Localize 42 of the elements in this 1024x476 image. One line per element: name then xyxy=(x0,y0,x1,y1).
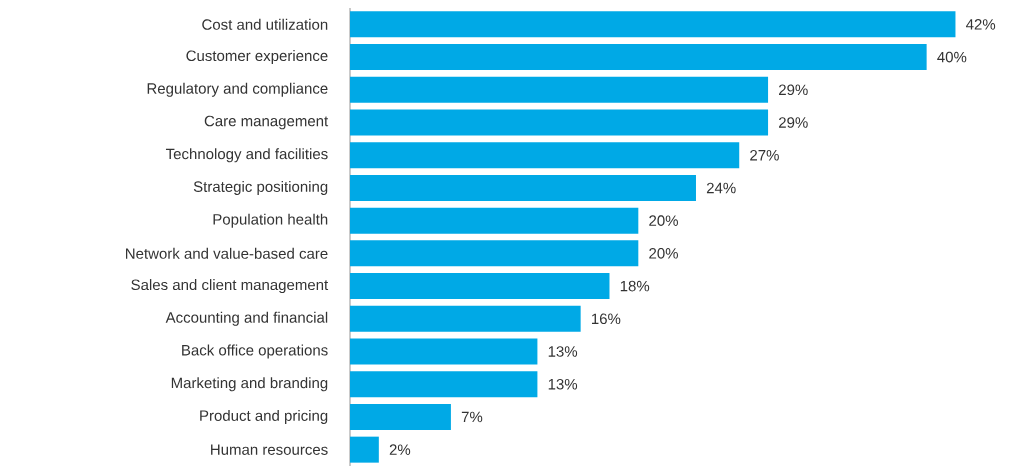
data-label: 20% xyxy=(649,215,678,226)
bar xyxy=(350,403,451,430)
y-tick-label: Customer experience xyxy=(186,50,328,65)
data-label: 42% xyxy=(966,19,996,30)
y-tick-label: Regulatory and compliance xyxy=(147,82,328,97)
bar xyxy=(350,142,740,169)
data-label: 18% xyxy=(620,280,650,292)
bar xyxy=(350,436,379,463)
data-label: 27% xyxy=(750,149,779,161)
y-tick-label: Marketing and branding xyxy=(171,377,328,392)
bar xyxy=(350,11,956,38)
bar xyxy=(350,44,927,71)
data-label: 2% xyxy=(389,444,411,455)
y-tick-label: Accounting and financial xyxy=(165,311,328,326)
bar xyxy=(350,305,581,332)
bar xyxy=(350,207,639,234)
y-tick-label: Back office operations xyxy=(182,344,328,359)
bar xyxy=(350,174,696,201)
bar xyxy=(350,371,538,398)
y-tick-label: Care management xyxy=(204,115,329,130)
y-tick-label: Cost and utilization xyxy=(202,18,328,30)
data-label: 13% xyxy=(548,378,578,390)
data-label: 29% xyxy=(779,84,808,96)
y-tick-label: Product and pricing xyxy=(200,409,328,424)
data-label: 16% xyxy=(591,313,621,325)
y-tick-label: Technology and facilities xyxy=(165,148,328,163)
data-label: 13% xyxy=(548,346,578,357)
y-tick-label: Human resources xyxy=(211,444,328,455)
y-tick-label: Network and value-based care xyxy=(126,247,328,259)
y-tick-label: Sales and client management xyxy=(131,279,329,294)
bar xyxy=(350,76,769,103)
bar xyxy=(350,273,610,300)
bar xyxy=(350,109,769,136)
data-label: 40% xyxy=(937,51,967,63)
data-label: 29% xyxy=(779,117,808,128)
data-label: 7% xyxy=(461,411,483,423)
y-tick-label: Strategic positioning xyxy=(193,180,328,195)
bar xyxy=(350,240,639,267)
data-label: 20% xyxy=(649,248,678,259)
y-tick-label: Population health xyxy=(213,213,328,228)
data-label: 24% xyxy=(706,182,736,194)
bar xyxy=(350,338,538,365)
